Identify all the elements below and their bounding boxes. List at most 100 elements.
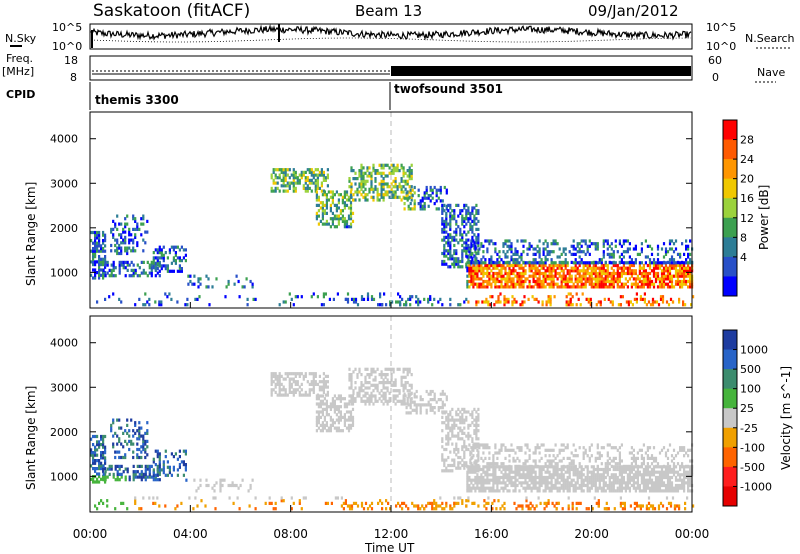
data-cell [386, 373, 389, 377]
data-cell [102, 268, 105, 272]
data-cell [447, 251, 450, 256]
data-cell [469, 423, 472, 427]
data-cell [146, 300, 149, 304]
data-cell [443, 246, 446, 250]
data-cell [477, 429, 480, 433]
data-cell [528, 475, 531, 480]
data-cell [575, 303, 578, 307]
data-cell [506, 271, 509, 276]
data-cell [650, 261, 654, 265]
data-cell [542, 252, 545, 256]
data-cell [689, 459, 692, 463]
data-cell [112, 274, 115, 278]
data-cell [598, 483, 601, 488]
data-cell [550, 478, 553, 482]
data-cell [315, 203, 318, 207]
data-cell [474, 266, 477, 270]
data-cell [392, 163, 395, 167]
data-cell [455, 447, 458, 452]
data-cell [466, 473, 469, 477]
data-cell [476, 285, 479, 289]
data-cell [219, 489, 222, 493]
data-cell [142, 303, 145, 307]
data-cell [160, 303, 163, 307]
data-cell [396, 394, 399, 398]
data-cell [528, 274, 531, 278]
data-cell [594, 489, 597, 493]
data-cell [364, 195, 367, 199]
data-cell [586, 475, 589, 480]
data-cell [590, 470, 593, 474]
data-cell [566, 282, 569, 286]
data-cell [558, 247, 561, 251]
data-cell [270, 377, 273, 381]
data-cell [516, 282, 519, 286]
data-cell [182, 449, 185, 453]
data-cell [350, 397, 353, 401]
data-cell [352, 297, 356, 301]
data-cell [407, 204, 410, 208]
data-cell [470, 465, 473, 469]
data-cell [504, 277, 507, 281]
data-cell [586, 473, 589, 477]
data-cell [658, 470, 662, 474]
data-cell [166, 267, 169, 271]
data-cell [465, 434, 468, 438]
data-cell [294, 390, 297, 394]
data-cell [550, 464, 553, 468]
data-cell [152, 478, 155, 482]
data-cell [392, 166, 395, 170]
data-cell [614, 475, 617, 480]
data-cell [445, 423, 448, 427]
data-cell [94, 268, 97, 272]
data-cell [294, 388, 297, 392]
data-cell [482, 481, 485, 485]
data-cell [502, 478, 505, 482]
data-cell [110, 227, 113, 231]
data-cell [653, 300, 657, 304]
data-cell [552, 266, 555, 270]
data-cell [465, 461, 468, 465]
data-cell [178, 256, 181, 260]
data-cell [511, 300, 514, 304]
data-cell [280, 388, 283, 392]
data-cell [323, 190, 326, 194]
data-cell [337, 397, 340, 401]
data-cell [116, 450, 119, 454]
data-cell [326, 184, 329, 188]
data-cell [546, 475, 549, 480]
data-cell [443, 185, 446, 190]
data-cell [180, 269, 183, 273]
data-cell [582, 285, 585, 289]
data-cell [473, 407, 476, 411]
data-cell [140, 271, 143, 275]
data-cell [538, 247, 541, 251]
data-cell [364, 386, 367, 390]
data-cell [372, 195, 375, 199]
data-cell [386, 381, 389, 385]
data-cell [304, 181, 307, 185]
data-cell [496, 483, 499, 488]
data-cell [415, 295, 418, 299]
data-cell [404, 381, 407, 385]
data-cell [622, 239, 625, 243]
data-cell [116, 475, 119, 479]
data-cell [394, 383, 397, 387]
data-cell [522, 250, 525, 254]
data-cell [118, 450, 121, 454]
data-cell [335, 397, 338, 401]
data-cell [148, 266, 151, 270]
data-cell [468, 274, 471, 278]
data-cell [321, 429, 324, 433]
data-cell [644, 274, 647, 278]
data-cell [600, 489, 603, 493]
data-cell [580, 274, 583, 278]
data-cell [528, 244, 531, 248]
data-cell [572, 239, 575, 243]
data-cell [304, 372, 307, 376]
data-cell [406, 169, 409, 173]
data-cell [506, 467, 509, 472]
data-cell [652, 456, 656, 460]
data-cell [463, 453, 466, 457]
data-cell [660, 467, 664, 472]
